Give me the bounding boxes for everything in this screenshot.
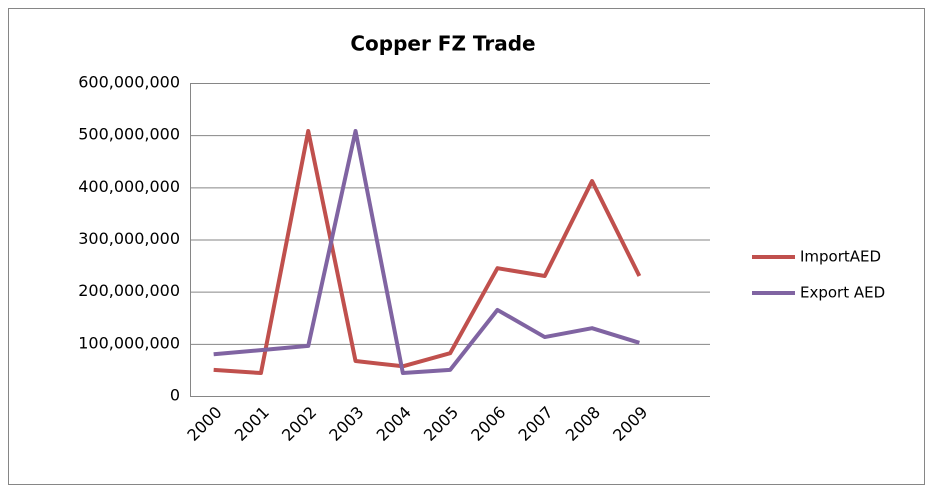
legend-label: Export AED	[800, 284, 885, 302]
y-tick-label: 100,000,000	[78, 333, 180, 352]
chart-frame	[8, 8, 925, 485]
y-tick-label: 200,000,000	[78, 281, 180, 300]
series-line	[213, 128, 642, 376]
y-tick-label: 0	[170, 386, 180, 405]
y-tick-label: 300,000,000	[78, 229, 180, 248]
series-line	[213, 128, 640, 376]
chart-title: Copper FZ Trade	[350, 32, 535, 56]
y-tick-label: 600,000,000	[78, 73, 180, 92]
y-tick-label: 500,000,000	[78, 125, 180, 144]
legend-label: ImportAED	[800, 248, 881, 266]
y-tick-label: 400,000,000	[78, 177, 180, 196]
